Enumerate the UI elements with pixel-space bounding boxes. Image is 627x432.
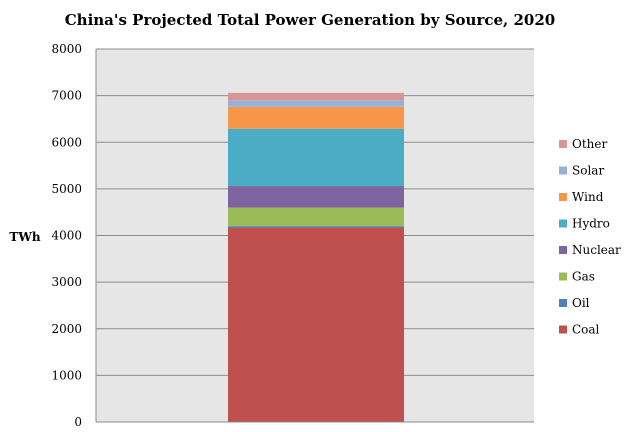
y-tick-label: 6000 [51,135,82,149]
legend-item-nuclear: Nuclear [559,243,621,257]
y-tick-label: 8000 [51,42,82,56]
bar-segment-coal [228,227,404,422]
y-tick-label: 7000 [51,89,82,103]
legend-swatch [559,246,567,254]
legend-label: Gas [572,270,595,284]
legend-item-gas: Gas [559,270,595,284]
legend-label: Oil [572,296,590,310]
legend-item-other: Other [559,137,607,151]
y-tick-label: 3000 [51,275,82,289]
legend-label: Other [572,137,607,151]
legend-item-wind: Wind [559,190,604,204]
legend-swatch [559,299,567,307]
legend-swatch [559,219,567,228]
y-tick-label: 4000 [51,229,82,243]
legend-swatch [559,325,567,334]
legend-label: Coal [572,323,600,337]
y-tick-label: 2000 [51,322,82,336]
plot-area: 0 1000 2000 3000 4000 5000 6000 7000 8000 [51,42,534,429]
legend-label: Wind [572,190,604,204]
bar-segment-wind [228,106,404,129]
legend-swatch [559,166,567,175]
legend-item-coal: Coal [559,323,600,337]
legend-swatch [559,140,567,148]
legend-label: Solar [572,164,604,178]
bar-segment-oil [228,226,404,228]
bar-segment-hydro [228,128,404,187]
legend-label: Hydro [572,217,610,231]
legend-item-hydro: Hydro [559,217,610,231]
legend-item-solar: Solar [559,164,604,178]
y-tick-label: 1000 [51,368,82,382]
legend-swatch [559,193,567,201]
bar-segment-gas [228,207,404,227]
y-axis-title: TWh [9,230,40,244]
chart-title: China's Projected Total Power Generation… [65,11,556,29]
bar-segment-solar [228,100,404,107]
bar-segment-other [228,92,404,101]
legend-item-oil: Oil [559,296,590,310]
y-tick-label: 0 [74,415,82,429]
legend-swatch [559,272,567,281]
y-tick-label: 5000 [51,182,82,196]
legend-label: Nuclear [572,243,621,257]
legend: Other Solar Wind Hydro Nuclear Gas Oil Coal [559,137,621,337]
bar-segment-nuclear [228,186,404,208]
